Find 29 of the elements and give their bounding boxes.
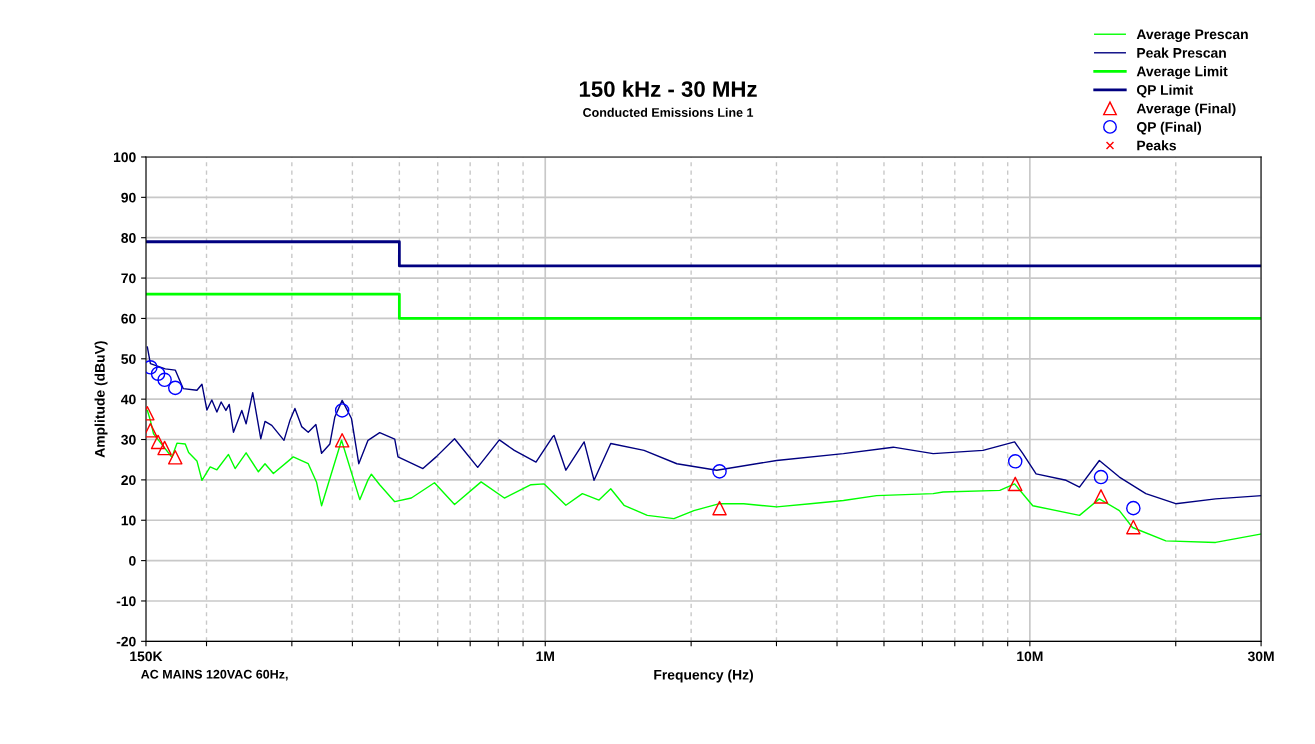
y-tick-label: 70: [121, 273, 136, 284]
x-tick-label: 150K: [130, 651, 163, 662]
y-tick-label: 60: [121, 313, 136, 324]
chart-title: 150 kHz - 30 MHz: [579, 80, 757, 97]
y-tick-label: 80: [121, 233, 136, 243]
legend-label: Average Limit: [1136, 66, 1228, 80]
y-tick-label: 50: [121, 354, 136, 364]
x-tick-label: 10M: [1017, 651, 1043, 662]
x-axis-title: Frequency (Hz): [654, 669, 753, 683]
text: AC MAINS 120VAC 60Hz,: [141, 669, 288, 681]
chart-subtitle: Conducted Emissions Line 1: [583, 107, 754, 117]
legend-label: Peaks: [1137, 140, 1176, 151]
y-tick-label: 30: [121, 434, 136, 445]
x-tick-label: 30M: [1247, 651, 1274, 662]
y-tick-label: 40: [121, 394, 136, 405]
legend-label: Average Prescan: [1136, 29, 1248, 43]
y-tick-label: 0: [129, 555, 136, 566]
y-tick-label: 90: [121, 192, 136, 203]
y-tick-label: -20: [116, 636, 136, 647]
legend-label: QP Limit: [1136, 84, 1194, 98]
legend-label: Average (Final): [1136, 103, 1236, 117]
y-tick-label: -10: [116, 596, 136, 607]
legend-label: Peak Prescan: [1137, 47, 1226, 58]
y-tick-label: 20: [121, 475, 136, 486]
legend-label: QP (Final): [1136, 121, 1202, 135]
y-tick-label: 100: [113, 152, 136, 163]
x-tick-label: 1M: [536, 651, 554, 662]
y-tick-label: 10: [121, 515, 136, 526]
y-axis-title: Amplitude (dBuV): [94, 341, 108, 458]
